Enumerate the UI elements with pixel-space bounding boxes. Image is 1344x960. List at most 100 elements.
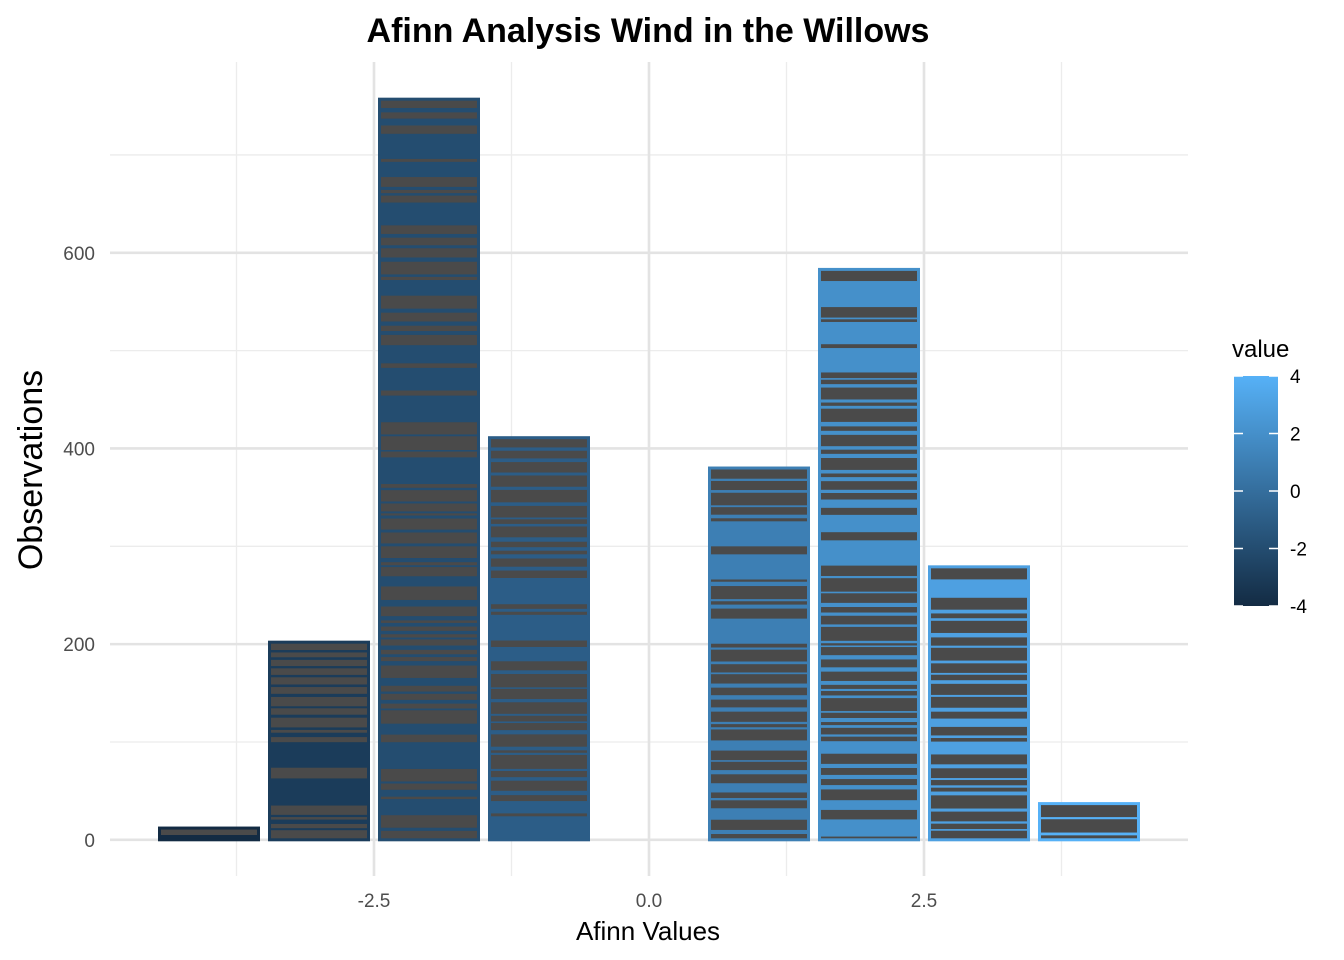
bar-stripe bbox=[821, 819, 917, 837]
bar-stripe bbox=[821, 591, 917, 594]
bar-stripe bbox=[271, 819, 367, 824]
legend-tick-label: -2 bbox=[1290, 540, 1307, 561]
legend-tick-label: 0 bbox=[1290, 482, 1301, 503]
bar-stripe bbox=[821, 711, 917, 713]
bar-stripe bbox=[821, 477, 917, 482]
bar-stripe bbox=[381, 186, 477, 190]
bar bbox=[268, 640, 370, 842]
bar bbox=[378, 97, 480, 842]
bar-stripe bbox=[821, 688, 917, 692]
bar-stripe bbox=[491, 608, 587, 612]
x-axis-ticks: -2.5 0.0 2.5 bbox=[358, 891, 938, 912]
bar-stripe bbox=[381, 616, 477, 621]
bar-stripe bbox=[821, 405, 917, 409]
bar-stripe bbox=[931, 645, 1027, 648]
bar-stripe bbox=[931, 660, 1027, 664]
bar-stripe bbox=[381, 789, 477, 797]
bar-stripe bbox=[381, 449, 477, 452]
bar-stripe bbox=[821, 645, 917, 648]
bar-stripe bbox=[821, 489, 917, 493]
bar-stripe bbox=[381, 501, 477, 504]
bar-stripe bbox=[381, 118, 477, 126]
bar-stripe bbox=[931, 741, 1027, 755]
bar-stripe bbox=[821, 741, 917, 754]
bar-body bbox=[158, 826, 260, 842]
bar bbox=[818, 267, 920, 842]
legend-tick-label: 2 bbox=[1290, 425, 1301, 446]
bar-stripe bbox=[711, 505, 807, 508]
bar-stripe bbox=[821, 514, 917, 533]
bar-stripe bbox=[491, 746, 587, 751]
bar-stripe bbox=[711, 683, 807, 688]
bar-stripe bbox=[381, 279, 477, 296]
bar-stripe bbox=[821, 624, 917, 627]
bar-stripe bbox=[931, 579, 1027, 598]
bar-stripe bbox=[381, 543, 477, 547]
bar-stripe bbox=[381, 576, 477, 587]
bar-stripe bbox=[271, 657, 367, 660]
bar-stripe bbox=[711, 581, 807, 587]
chart-title: Afinn Analysis Wind in the Willows bbox=[367, 12, 930, 50]
bar-stripe bbox=[821, 281, 917, 308]
bar-stripe bbox=[931, 791, 1027, 796]
bar-stripe bbox=[821, 499, 917, 508]
bar-stripe bbox=[491, 447, 587, 451]
bar-stripe bbox=[1041, 832, 1137, 836]
bar-stripe bbox=[271, 714, 367, 718]
bar bbox=[928, 565, 1030, 842]
bar bbox=[158, 826, 260, 842]
bar-stripe bbox=[381, 233, 477, 238]
bar-stripe bbox=[931, 821, 1027, 824]
bar-stripe bbox=[491, 486, 587, 490]
y-tick-label: 400 bbox=[63, 439, 95, 460]
bar-stripe bbox=[381, 661, 477, 666]
bar-stripe bbox=[821, 667, 917, 672]
bar-stripe bbox=[821, 695, 917, 699]
bar-stripe bbox=[381, 487, 477, 491]
bar-stripe bbox=[271, 828, 367, 831]
x-tick-label: -2.5 bbox=[358, 891, 391, 912]
bar-stripe bbox=[381, 781, 477, 784]
y-tick-label: 200 bbox=[63, 635, 95, 656]
bar-stripe bbox=[491, 472, 587, 476]
y-axis-title: Observations bbox=[12, 370, 50, 570]
bar-stripe bbox=[821, 384, 917, 388]
bar-stripe bbox=[381, 367, 477, 391]
bar-stripe bbox=[711, 829, 807, 835]
bar-stripe bbox=[491, 713, 587, 716]
bar-stripe bbox=[821, 348, 917, 373]
bar-stripe bbox=[821, 430, 917, 435]
bar-stripe bbox=[381, 677, 477, 686]
bar-stripe bbox=[931, 829, 1027, 831]
bar-stripe bbox=[381, 245, 477, 249]
bar-stripe bbox=[711, 760, 807, 762]
bar-stripe bbox=[381, 565, 477, 568]
bar-stripe bbox=[711, 721, 807, 725]
bar-stripe bbox=[931, 680, 1027, 684]
bar-stripe bbox=[931, 618, 1027, 621]
bar-stripe bbox=[381, 742, 477, 769]
bar-stripe bbox=[821, 734, 917, 737]
bar-stripe bbox=[381, 654, 477, 658]
bar-stripe bbox=[491, 721, 587, 724]
bar-stripe bbox=[381, 395, 477, 423]
bar-stripe bbox=[821, 540, 917, 566]
bar-stripe bbox=[491, 577, 587, 605]
bar-stripe bbox=[491, 537, 587, 542]
bar-stripe bbox=[381, 107, 477, 113]
bar-stripe bbox=[711, 695, 807, 700]
bar-stripe bbox=[821, 453, 917, 458]
bar-stripe bbox=[931, 694, 1027, 697]
bar-stripe bbox=[491, 614, 587, 641]
bar-stripe bbox=[381, 193, 477, 196]
bar-stripe bbox=[821, 680, 917, 685]
bar-stripe bbox=[491, 816, 587, 839]
bar-stripe bbox=[711, 798, 807, 801]
bar-stripe bbox=[491, 790, 587, 796]
bar-stripe bbox=[931, 808, 1027, 812]
bar-stripe bbox=[821, 421, 917, 427]
bar-stripe bbox=[161, 834, 257, 839]
bar-stripe bbox=[381, 511, 477, 514]
bar-stripe bbox=[381, 515, 477, 519]
legend-title: value bbox=[1232, 336, 1289, 363]
